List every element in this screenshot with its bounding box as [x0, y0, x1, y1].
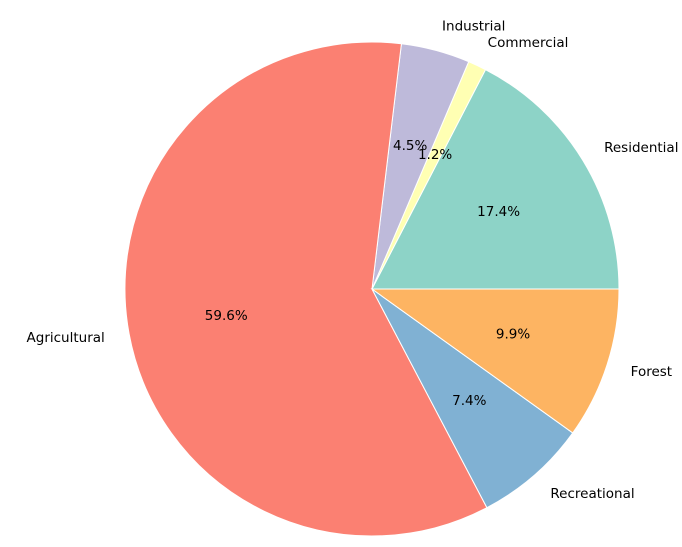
category-label-recreational: Recreational	[550, 486, 634, 502]
category-label-residential: Residential	[604, 140, 678, 156]
pie-wedges	[124, 41, 620, 537]
percent-label-residential: 17.4%	[477, 204, 520, 220]
pie-slice-residential	[371, 68, 620, 290]
percent-label-agricultural: 59.6%	[205, 308, 248, 324]
category-label-commercial: Commercial	[488, 35, 569, 51]
pie-slice-recreational	[371, 288, 574, 509]
percent-label-industrial: 4.5%	[393, 138, 427, 154]
category-label-industrial: Industrial	[442, 18, 505, 34]
category-label-agricultural: Agricultural	[27, 330, 105, 346]
percent-label-recreational: 7.4%	[452, 393, 486, 409]
percent-label-commercial: 1.2%	[418, 147, 452, 163]
category-label-forest: Forest	[631, 364, 672, 380]
pie-labels: Residential 17.4% Commercial 1.2% Industrial…	[27, 18, 679, 501]
pie-slice-agricultural	[124, 41, 488, 537]
percent-label-forest: 9.9%	[496, 326, 530, 342]
pie-slice-forest	[370, 288, 620, 434]
